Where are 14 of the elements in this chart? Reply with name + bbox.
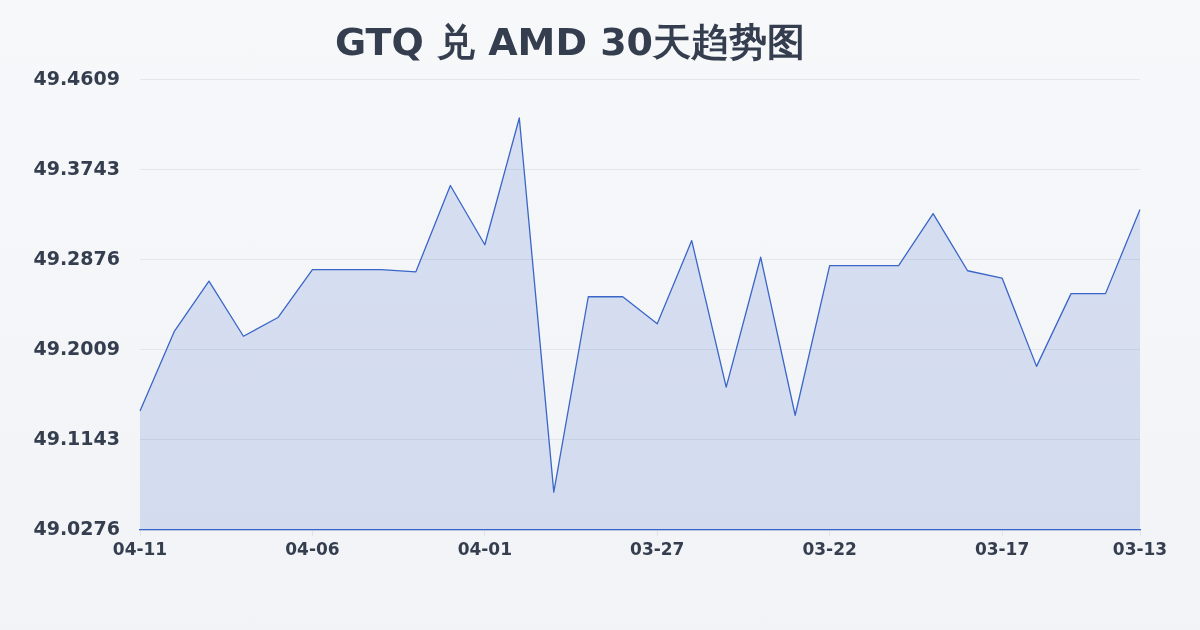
x-tick-label: 04-01 <box>457 538 513 559</box>
chart-title: GTQ 兑 AMD 30天趋势图 <box>334 19 806 64</box>
x-tick-label: 04-06 <box>285 538 340 559</box>
y-tick-label: 49.2009 <box>33 336 120 359</box>
x-tick-label: 03-17 <box>974 538 1030 559</box>
y-tick-label: 49.1143 <box>33 426 120 449</box>
x-tick-label: 03-13 <box>1112 538 1168 559</box>
y-tick-label: 49.3743 <box>33 156 120 179</box>
y-tick-label: 49.2876 <box>33 246 120 269</box>
y-tick-label: 49.0276 <box>33 516 120 539</box>
x-tick-label: 03-27 <box>630 538 685 559</box>
x-tick-label: 04-11 <box>112 538 168 559</box>
x-tick-label: 03-22 <box>802 538 857 559</box>
y-tick-label: 49.4609 <box>33 66 120 89</box>
